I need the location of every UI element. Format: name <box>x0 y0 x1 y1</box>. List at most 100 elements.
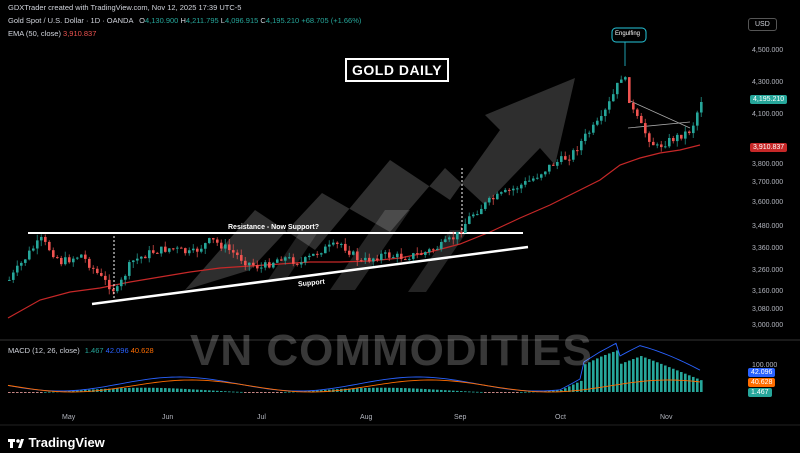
candle-body <box>504 189 507 193</box>
macd-histogram-bar <box>40 392 43 393</box>
candle-body <box>188 250 191 254</box>
candle-body <box>132 260 135 263</box>
macd-histogram-bar <box>560 390 563 392</box>
candle-body <box>592 124 595 133</box>
macd-histogram-bar <box>636 357 639 392</box>
macd-histogram-bar <box>688 375 691 392</box>
candle-body <box>316 253 319 255</box>
candle-body <box>80 254 83 258</box>
macd-histogram-bar <box>52 391 55 393</box>
macd-tag-hist: 1.467 <box>748 388 772 397</box>
time-tick-label: Jul <box>257 414 266 421</box>
macd-histogram-bar <box>444 390 447 392</box>
high-label: H <box>180 16 186 25</box>
tradingview-logo[interactable]: TradingView <box>8 434 105 452</box>
macd-histogram-bar <box>380 387 383 392</box>
candle-body <box>304 257 307 263</box>
macd-histogram-bar <box>488 392 491 393</box>
price-tick-label: 4,500.000 <box>752 47 784 54</box>
candle-body <box>240 255 243 261</box>
currency-button[interactable]: USD <box>748 18 777 31</box>
macd-histogram-bar <box>504 392 507 393</box>
candle-body <box>548 164 551 172</box>
candle-body <box>496 193 499 200</box>
macd-histogram-bar <box>280 392 283 393</box>
price-tick-label: 3,600.000 <box>752 199 784 206</box>
attribution: GDXTrader created with TradingView.com, … <box>8 3 242 12</box>
price-tick-label: 3,080.000 <box>752 306 784 313</box>
macd-histogram-bar <box>292 391 295 393</box>
macd-histogram-bar <box>144 387 147 392</box>
candle-body <box>180 247 183 249</box>
macd-histogram-bar <box>20 392 23 393</box>
candle-body <box>564 156 567 160</box>
candle-body <box>640 115 643 124</box>
candle-body <box>528 180 531 182</box>
macd-histogram-bar <box>656 362 659 392</box>
ema-line <box>7 144 701 319</box>
time-tick-label: May <box>62 414 76 421</box>
candle-body <box>388 252 391 258</box>
macd-histogram-bar <box>284 391 287 393</box>
macd-histogram-bar <box>216 390 219 392</box>
candle-body <box>588 132 591 134</box>
candle-body <box>204 243 207 249</box>
candle-body <box>104 275 107 280</box>
macd-histogram-bar <box>356 388 359 392</box>
candle-body <box>24 259 27 263</box>
candle-body <box>8 279 11 281</box>
candle-body <box>160 246 163 254</box>
macd-histogram-bar <box>116 388 119 392</box>
trend-arrow-shape <box>185 78 575 290</box>
macd-histogram-bar <box>272 392 275 393</box>
price-tick-label: 4,300.000 <box>752 79 784 86</box>
macd-histogram-bar <box>224 391 227 393</box>
candle-body <box>360 260 363 262</box>
candle-body <box>120 279 123 287</box>
macd-histogram-bar <box>384 387 387 392</box>
change-value: +68.705 (+1.66%) <box>301 16 362 25</box>
candle-body <box>664 146 667 148</box>
candle-body <box>584 133 587 141</box>
candle-body <box>208 238 211 244</box>
candle-body <box>380 253 383 261</box>
macd-histogram-bar <box>160 387 163 392</box>
macd-histogram-bar <box>600 356 603 392</box>
candle-body <box>184 248 187 254</box>
macd-histogram-bar <box>252 392 255 393</box>
macd-histogram-bar <box>428 389 431 392</box>
macd-histogram-bar <box>124 387 127 392</box>
candle-body <box>624 77 627 80</box>
macd-histogram-bar <box>552 390 555 392</box>
candle-body <box>256 265 259 269</box>
candle-body <box>392 257 395 259</box>
candle-body <box>492 197 495 200</box>
macd-histogram-bar <box>460 391 463 392</box>
candle-body <box>556 161 559 166</box>
candle-body <box>56 257 59 259</box>
candle-body <box>312 253 315 256</box>
candle-body <box>268 262 271 268</box>
candle-body <box>436 248 439 250</box>
candle-body <box>148 250 151 259</box>
candle-body <box>140 256 143 259</box>
candle-body <box>476 214 479 216</box>
candle-body <box>668 138 671 147</box>
candle-body <box>440 242 443 249</box>
wm-bar-2 <box>330 210 410 290</box>
candle-body <box>68 257 71 263</box>
macd-histogram-bar <box>664 365 667 392</box>
macd-histogram-bar <box>364 387 367 392</box>
candle-body <box>196 248 199 252</box>
macd-histogram-bar <box>484 392 487 393</box>
macd-axis-top: 100.000 <box>752 362 778 369</box>
candle-body <box>656 144 659 146</box>
macd-histogram-bar <box>148 387 151 392</box>
candle-body <box>264 262 267 268</box>
macd-histogram-bar <box>136 387 139 392</box>
candle-body <box>520 184 523 189</box>
resistance-label: Resistance - Now Support? <box>228 224 320 231</box>
candle-body <box>424 252 427 255</box>
candle-body <box>128 262 131 276</box>
candle-body <box>676 134 679 142</box>
